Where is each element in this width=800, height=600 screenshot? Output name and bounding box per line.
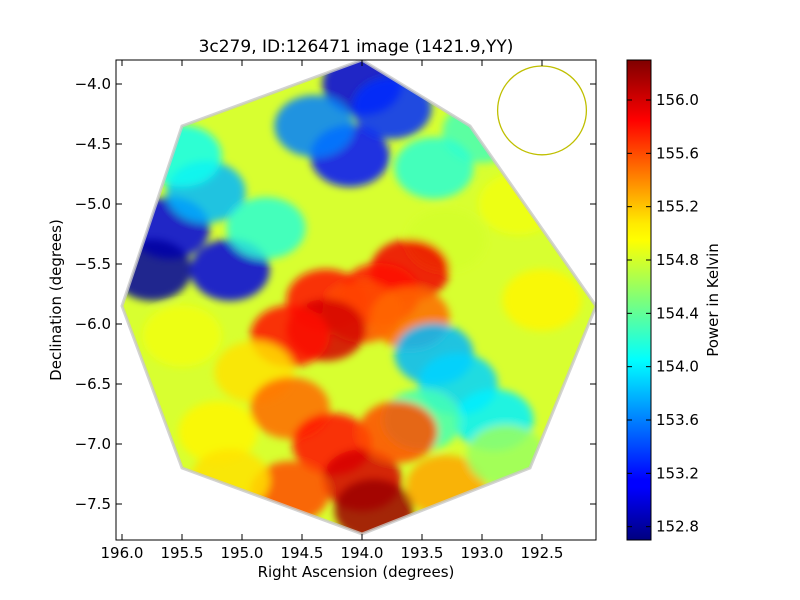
x-tick-label: 192.5: [521, 544, 564, 562]
colorbar: [626, 59, 652, 541]
heatmap-region: [502, 269, 582, 331]
colorbar-tick-label: 153.2: [656, 464, 699, 482]
colorbar-tick-label: 154.8: [656, 251, 699, 269]
x-tick-label: 195.0: [221, 544, 264, 562]
heatmap-region: [142, 305, 222, 367]
x-tick-label: 195.5: [161, 544, 204, 562]
x-tick-label: 193.0: [461, 544, 504, 562]
colorbar-tick-label: 153.6: [656, 411, 699, 429]
x-axis-ticks: 196.0 195.5 195.0 194.5 194.0 193.5 193.0 192.5: [101, 60, 564, 562]
heatmap-region: [226, 197, 306, 259]
colorbar-tick-label: 154.0: [656, 358, 699, 376]
x-axis-label: Right Ascension (degrees): [258, 563, 455, 581]
y-tick-label: −7.5: [75, 495, 111, 513]
heatmap-region: [334, 479, 414, 534]
y-tick-label: −4.0: [75, 75, 111, 93]
heatmap-region: [122, 239, 192, 301]
heatmap-region: [358, 401, 438, 463]
x-tick-label: 196.0: [101, 544, 144, 562]
heatmap-region: [274, 95, 354, 157]
heatmap-regions: [122, 60, 582, 534]
chart-title: 3c279, ID:126471 image (1421.9,YY): [199, 37, 514, 57]
beam-circle: [496, 65, 588, 156]
y-tick-label: −5.5: [75, 255, 111, 273]
colorbar-tick-label: 152.8: [656, 518, 699, 536]
colorbar-tick-label: 154.4: [656, 304, 699, 322]
y-tick-label: −7.0: [75, 435, 111, 453]
y-tick-label: −5.0: [75, 195, 111, 213]
heatmap-region: [190, 449, 270, 511]
heatmap-region: [478, 173, 558, 235]
colorbar-ticks: 152.8 153.2 153.6 154.0 154.4 154.8 155.2 155.6…: [627, 91, 699, 536]
heatmap-region: [352, 77, 432, 139]
y-tick-label: −4.5: [75, 135, 111, 153]
colorbar-tick-label: 155.6: [656, 144, 699, 162]
y-axis-ticks: −4.0 −4.5 −5.0 −5.5 −6.0 −6.5 −7.0 −7.5: [75, 75, 596, 513]
heatmap-region: [142, 125, 222, 187]
colorbar-label: Power in Kelvin: [704, 243, 722, 357]
x-tick-label: 194.0: [341, 544, 384, 562]
x-tick-label: 193.5: [401, 544, 444, 562]
heatmap-region: [178, 401, 258, 463]
plot-frame: [115, 59, 597, 541]
heatmap-region: [394, 137, 474, 199]
y-axis-label: Declination (degrees): [47, 219, 65, 381]
y-tick-label: −6.5: [75, 375, 111, 393]
x-tick-label: 194.5: [281, 544, 324, 562]
y-tick-label: −6.0: [75, 315, 111, 333]
colorbar-tick-label: 156.0: [656, 91, 699, 109]
colorbar-tick-label: 155.2: [656, 198, 699, 216]
plot-area: [120, 60, 596, 536]
